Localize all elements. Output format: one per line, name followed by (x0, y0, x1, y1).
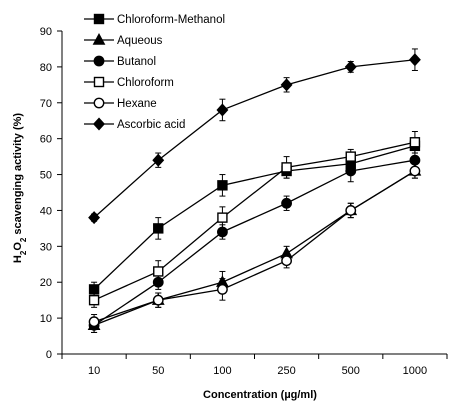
legend-item: Aqueous (84, 33, 163, 47)
series-line (93, 59, 415, 219)
legend-label: Butanol (117, 56, 156, 68)
y-tick-label: 50 (40, 170, 52, 182)
legend-marker (93, 76, 105, 88)
y-axis-title-prefix: H (12, 255, 24, 263)
y-axis-title-mid: O (12, 242, 24, 251)
x-tick-label: 500 (342, 365, 360, 377)
y-tick-label: 10 (40, 313, 52, 325)
legend-item: Ascorbic acid (84, 117, 185, 131)
y-tick-label: 60 (40, 134, 52, 146)
axes: 0 10 20 30 40 50 60 70 80 90 10 50 100 250 500 1000 (40, 26, 448, 377)
data-point (88, 294, 100, 306)
legend-marker (92, 33, 106, 45)
x-axis-title: Concentration (µg/ml) (203, 389, 317, 401)
y-tick-label: 80 (40, 62, 52, 74)
legend-label: Aqueous (117, 35, 163, 47)
y-tick-label: 70 (40, 98, 52, 110)
series-4 (88, 130, 421, 308)
y-axis-title: H2O2 scavenging activity (%) (12, 113, 28, 263)
data-point (88, 316, 100, 328)
series-layer (87, 48, 422, 333)
y-axis-title-sub1: 2 (19, 250, 28, 255)
y-tick-label: 20 (40, 277, 52, 289)
data-point (216, 103, 229, 117)
legend-item: Chloroform (84, 76, 174, 89)
data-point (217, 283, 228, 295)
legend-marker (93, 117, 105, 131)
data-point (281, 197, 292, 209)
legend-marker (93, 13, 105, 25)
legend-label: Hexane (117, 98, 157, 110)
legend-label: Ascorbic acid (117, 119, 185, 131)
series-line (93, 145, 416, 290)
data-point (152, 294, 164, 306)
data-point (88, 211, 101, 225)
legend-label: Chloroform-Methanol (117, 14, 225, 26)
x-tick-label: 50 (152, 365, 164, 377)
y-axis-title-suffix: scavenging activity (%) (12, 113, 24, 238)
data-point (153, 266, 164, 277)
x-tick-label: 250 (277, 365, 295, 377)
series-line (93, 159, 416, 326)
data-point (280, 78, 293, 92)
data-point (344, 60, 357, 74)
data-point (152, 153, 165, 167)
data-point (345, 165, 357, 177)
series-line (93, 141, 416, 301)
x-tick-label: 1000 (403, 365, 427, 377)
series-line (93, 170, 416, 323)
y-tick-label: 0 (46, 349, 52, 361)
data-point (409, 165, 421, 177)
data-point (153, 223, 164, 234)
data-point (281, 255, 292, 267)
legend-item: Butanol (84, 55, 156, 68)
data-point (345, 205, 357, 216)
x-tick-label: 10 (88, 365, 100, 377)
data-point (217, 180, 228, 191)
legend: Chloroform-Methanol Aqueous Butanol Chlorof… (84, 13, 225, 131)
data-point (345, 151, 356, 162)
y-tick-label: 90 (40, 26, 52, 38)
legend-item: Chloroform-Methanol (84, 13, 225, 26)
data-point (409, 137, 421, 148)
legend-marker (93, 97, 105, 109)
legend-marker (93, 55, 105, 67)
data-point (217, 212, 228, 223)
data-point (408, 53, 421, 67)
y-tick-label: 40 (40, 205, 52, 217)
data-point (281, 162, 292, 173)
series-line (93, 170, 416, 326)
series-5 (88, 163, 421, 330)
legend-item: Hexane (84, 97, 157, 110)
y-tick-label: 30 (40, 241, 52, 253)
x-tick-label: 100 (213, 365, 231, 377)
y-axis-title-sub2: 2 (19, 237, 28, 242)
series-6 (88, 48, 421, 225)
legend-label: Chloroform (117, 77, 174, 89)
